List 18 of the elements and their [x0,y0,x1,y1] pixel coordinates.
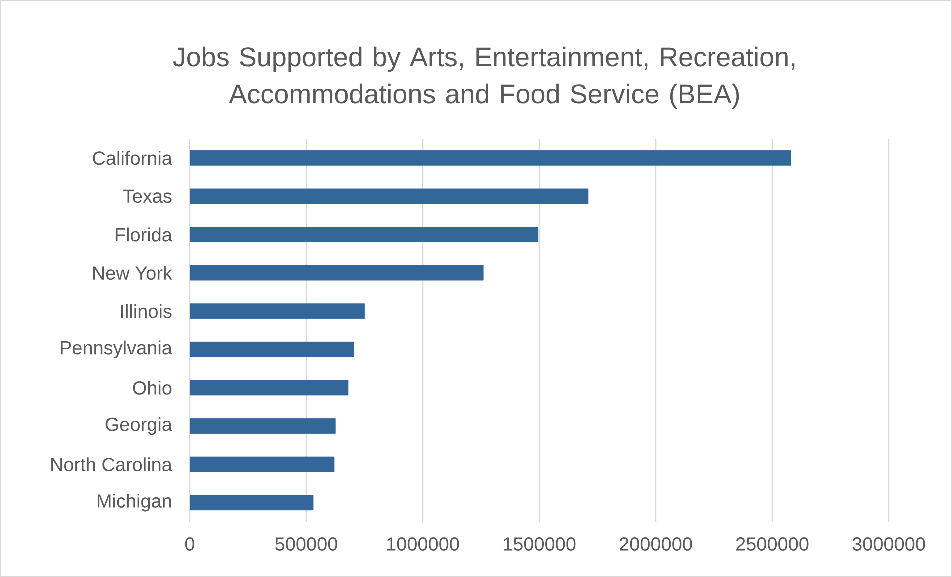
y-tick-label: New York [93,266,173,280]
x-tick-label: 1000000 [387,538,460,551]
y-tick-label: Georgia [106,417,172,436]
y-tick-label: North Carolina [52,458,172,472]
x-tick-label: 2000000 [620,538,692,551]
y-tick-label: Pennsylvania [61,340,172,359]
x-tick-label: 0 [185,538,195,551]
x-tick-label: 500000 [276,538,338,551]
x-tick-label: 2500000 [736,538,809,551]
y-tick-label: California [93,151,172,166]
x-tick-label: 3000000 [852,538,926,551]
y-tick-label: Illinois [121,304,172,318]
y-tick-label: Texas [123,190,172,204]
y-tick-label: Michigan [98,494,172,512]
chart-title: Jobs Supported by Arts, Entertainment, Recreation, Accommodations and Food Service (BEA) [173,46,795,110]
y-tick-label: Ohio [133,380,172,395]
x-tick-label: 1500000 [504,538,576,551]
y-tick-label: Florida [116,228,172,242]
